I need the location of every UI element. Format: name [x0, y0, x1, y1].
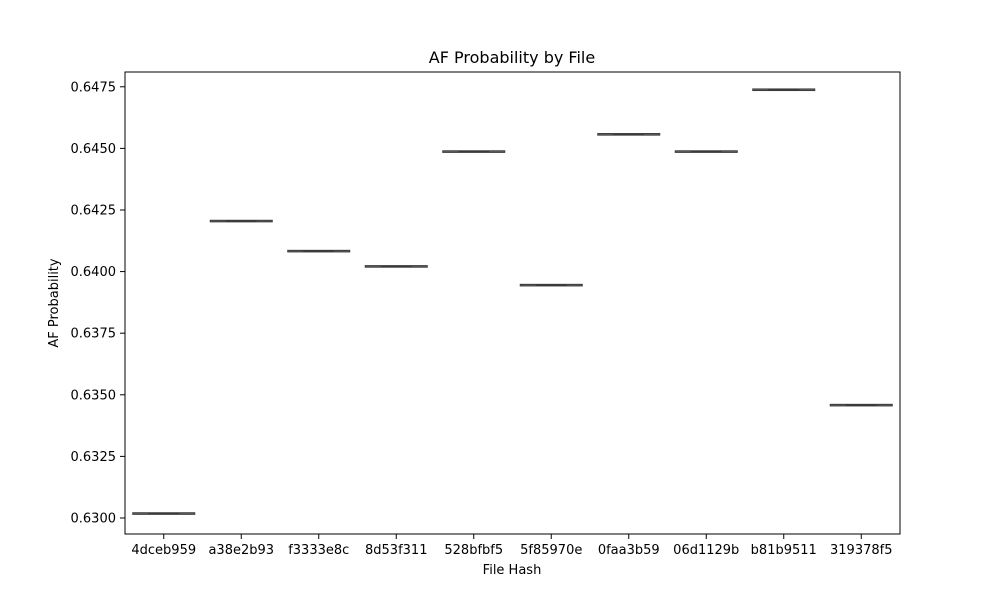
x-tick-label: f3333e8c [288, 543, 349, 558]
x-tick-label: 8d53f311 [365, 543, 427, 558]
y-tick-label: 0.6375 [71, 327, 117, 342]
x-axis-label: File Hash [483, 563, 542, 578]
x-tick-label: 0faa3b59 [598, 543, 660, 558]
box-series [132, 88, 893, 515]
x-tick-label: 4dceb959 [131, 543, 196, 558]
y-tick-label: 0.6400 [71, 265, 117, 280]
x-tick-label: 319378f5 [830, 543, 892, 558]
x-tick-label: b81b9511 [751, 543, 817, 558]
x-tick-label: 528bfbf5 [444, 543, 503, 558]
x-tick-label: 5f85970e [520, 543, 582, 558]
y-tick-label: 0.6300 [71, 511, 117, 526]
y-axis: 0.6300 0.6325 0.6350 0.6375 0.6400 0.6425 0.64… [71, 80, 125, 526]
x-axis: 4dceb959 a38e2b93 f3333e8c 8d53f311 528bfbf5… [131, 534, 892, 558]
plot-area-frame [124, 71, 901, 535]
x-tick-label: a38e2b93 [208, 543, 274, 558]
y-tick-label: 0.6475 [71, 80, 117, 95]
x-tick-label: 06d1129b [673, 543, 739, 558]
y-tick-label: 0.6350 [71, 388, 117, 403]
y-axis-label: AF Probability [47, 258, 62, 348]
y-tick-label: 0.6425 [71, 203, 117, 218]
chart-title: AF Probability by File [429, 48, 595, 67]
y-tick-label: 0.6450 [71, 142, 117, 157]
y-tick-label: 0.6325 [71, 450, 117, 465]
